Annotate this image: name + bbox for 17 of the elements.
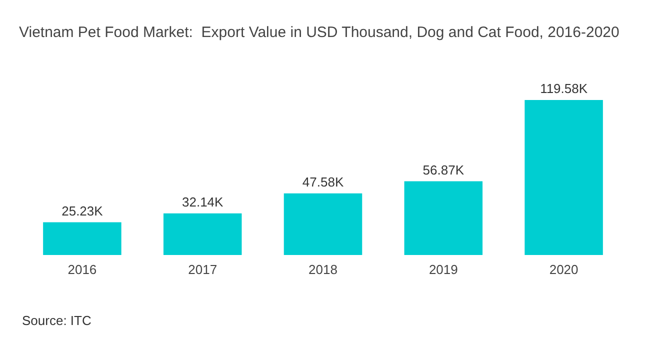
bar: [284, 193, 362, 255]
x-tick-label: 2017: [188, 262, 218, 277]
bar: [163, 213, 242, 255]
data-label: 56.87K: [422, 162, 464, 178]
bar: [404, 181, 483, 255]
data-label: 32.14K: [182, 194, 224, 210]
source-note: Source: ITC: [22, 313, 92, 328]
x-tick-label: 2016: [68, 262, 97, 277]
data-label: 25.23K: [62, 203, 104, 218]
x-tick-label: 2018: [308, 262, 338, 277]
x-tick-label: 2020: [549, 262, 578, 277]
chart-title: Vietnam Pet Food Market: Export Value in USD Thousand, Dog and Cat Food, 2016-2020: [19, 24, 620, 41]
data-label: 47.58K: [302, 174, 344, 190]
data-label: 119.58K: [540, 81, 588, 96]
x-tick-label: 2019: [428, 262, 458, 277]
bar: [524, 100, 603, 255]
bar: [43, 222, 122, 255]
